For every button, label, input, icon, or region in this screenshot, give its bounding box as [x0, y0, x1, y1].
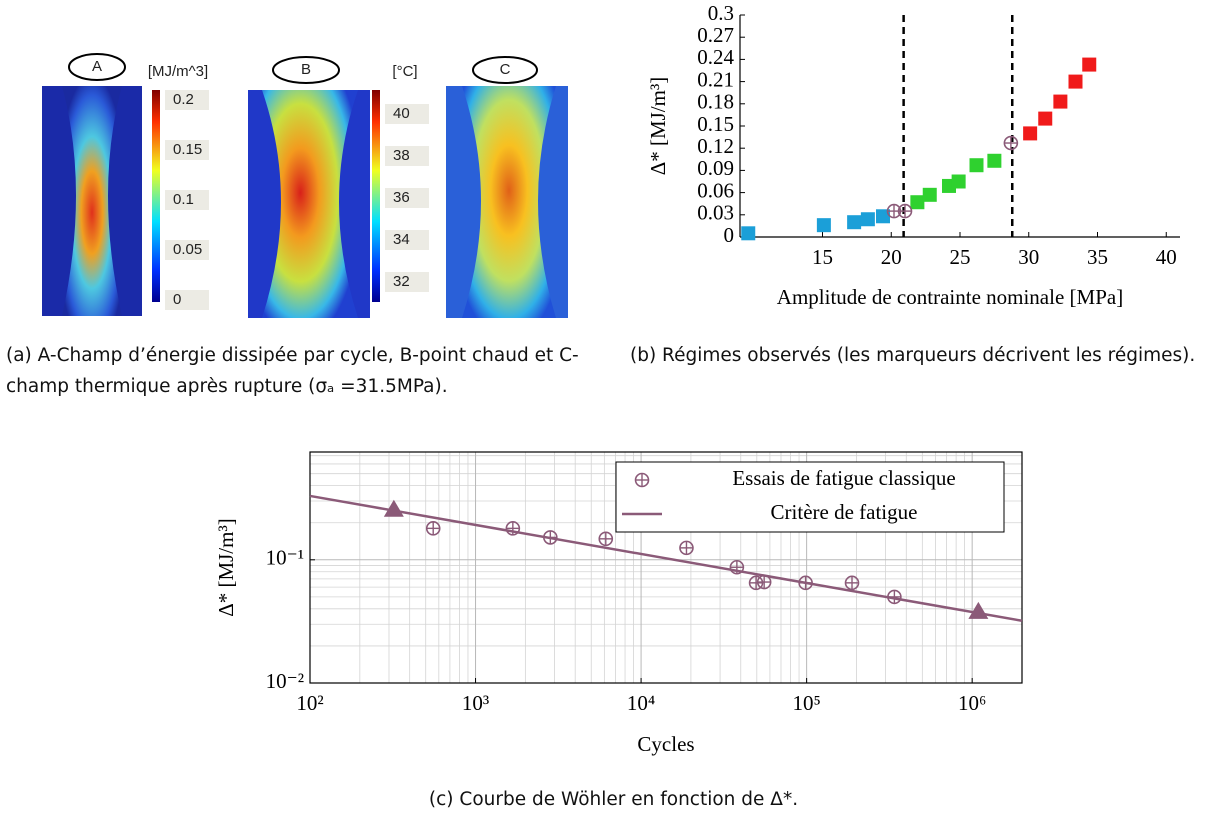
y-tick-label: 0.27	[697, 23, 734, 47]
caption: (a) A-Champ d’énergie dissipée par cycle…	[6, 345, 579, 397]
x-tick-label: 20	[881, 245, 902, 269]
colorbar-tick-label: 0.2	[173, 91, 194, 108]
square-marker	[910, 195, 925, 210]
image-label: B	[301, 61, 311, 78]
square-marker	[1038, 111, 1053, 126]
plot-frame	[309, 451, 1023, 684]
y-tick-label: 0.24	[697, 45, 734, 69]
x-tick-label: 30	[1018, 245, 1039, 269]
y-tick-label: 0.15	[697, 112, 734, 136]
square-marker	[860, 212, 875, 227]
y-tick-label: 0.3	[708, 1, 734, 25]
colorbar-tick-box	[165, 190, 209, 210]
colorbar-tick-box	[385, 230, 429, 250]
colorbar-tick-box	[165, 140, 209, 160]
x-tick-label: 10⁵	[792, 691, 820, 715]
image-label: A	[92, 58, 102, 75]
circle-plus-marker	[748, 575, 764, 591]
square-marker	[816, 218, 831, 233]
y-tick-label: 0.06	[697, 178, 734, 202]
colorbar-unit: [°C]	[392, 63, 417, 80]
legend-box	[615, 461, 1005, 533]
colorbar-tick-label: 38	[393, 147, 410, 164]
y-tick-label: 0.18	[697, 90, 734, 114]
caption: (c) Courbe de Wöhler en fonction de Δ*.	[428, 789, 799, 810]
circle-plus-marker	[598, 531, 614, 547]
image-label: C	[500, 61, 511, 78]
y-axis-label: Δ* [MJ/m³]	[646, 77, 670, 176]
square-marker	[922, 187, 937, 202]
colorbar-a	[152, 90, 160, 302]
x-tick-label: 40	[1156, 245, 1177, 269]
x-axis-label: Cycles	[637, 732, 694, 756]
square-marker	[847, 215, 862, 230]
x-tick-label: 10⁴	[627, 691, 655, 715]
square-marker	[741, 226, 756, 241]
circle-plus-marker	[1003, 135, 1019, 151]
x-tick-label: 15	[812, 245, 833, 269]
colorbar-tick-label: 0	[173, 291, 181, 308]
square-marker	[987, 153, 1002, 168]
colorbar-tick-label: 32	[393, 273, 410, 290]
y-tick-label: 0.12	[697, 134, 734, 158]
circle-plus-marker	[844, 575, 860, 591]
colorbar-tick-box	[165, 240, 209, 260]
x-axis-label: Amplitude de contrainte nominale [MPa]	[777, 285, 1123, 309]
circle-plus-marker	[679, 540, 694, 556]
y-tick-label: 0.21	[697, 67, 734, 91]
specimen-a	[62, 86, 122, 316]
colorbar-tick-label: 34	[393, 231, 410, 248]
fit-line	[309, 494, 1023, 622]
y-tick-label: 10⁻²	[266, 669, 304, 693]
x-tick-label: 35	[1087, 245, 1108, 269]
y-axis-label: Δ* [MJ/m³]	[214, 518, 238, 617]
x-tick-label: 10²	[296, 691, 323, 715]
x-tick-label: 25	[950, 245, 971, 269]
colorbar-tick-box	[385, 188, 429, 208]
y-tick-label: 10⁻¹	[266, 546, 304, 570]
square-marker	[1053, 94, 1068, 109]
circle-plus-marker	[425, 521, 441, 536]
circle-plus-marker	[634, 472, 650, 488]
square-marker	[876, 209, 890, 224]
colorbar-tick-box	[165, 290, 209, 310]
square-marker	[1023, 126, 1038, 141]
label-ellipse	[68, 53, 126, 81]
x-tick-label: 10⁶	[958, 691, 986, 715]
colorbar-tick-box	[165, 90, 209, 110]
legend-label: Essais de fatigue classique	[732, 466, 955, 490]
y-tick-label: 0.03	[697, 201, 734, 225]
colorbar-tick-label: 40	[393, 105, 410, 122]
colorbar-tick-label: 0.15	[173, 141, 202, 158]
label-ellipse	[272, 56, 340, 84]
y-tick-label: 0.09	[697, 156, 734, 180]
specimen-b	[262, 90, 358, 318]
circle-plus-marker	[897, 203, 913, 219]
colorbar-b	[372, 90, 380, 302]
y-tick-label: 0	[724, 223, 735, 247]
triangle-marker	[383, 499, 404, 517]
square-marker	[951, 174, 966, 189]
triangle-marker	[968, 601, 989, 619]
colorbar-tick-label: 0.1	[173, 191, 194, 208]
colorbar-tick-box	[385, 104, 429, 124]
colorbar-tick-label: 0.05	[173, 241, 202, 258]
colorbar-tick-label: 36	[393, 189, 410, 206]
colorbar-unit: [MJ/m^3]	[148, 63, 208, 80]
square-marker	[1082, 57, 1097, 72]
label-ellipse	[472, 56, 538, 84]
caption: (b) Régimes observés (les marqueurs décr…	[630, 345, 1196, 366]
square-marker	[969, 158, 984, 173]
specimen-c	[462, 86, 556, 318]
square-marker	[1068, 74, 1083, 89]
colorbar-tick-box	[385, 146, 429, 166]
x-tick-label: 10³	[462, 691, 489, 715]
colorbar-tick-box	[385, 272, 429, 292]
legend-label: Critère de fatigue	[771, 500, 918, 524]
